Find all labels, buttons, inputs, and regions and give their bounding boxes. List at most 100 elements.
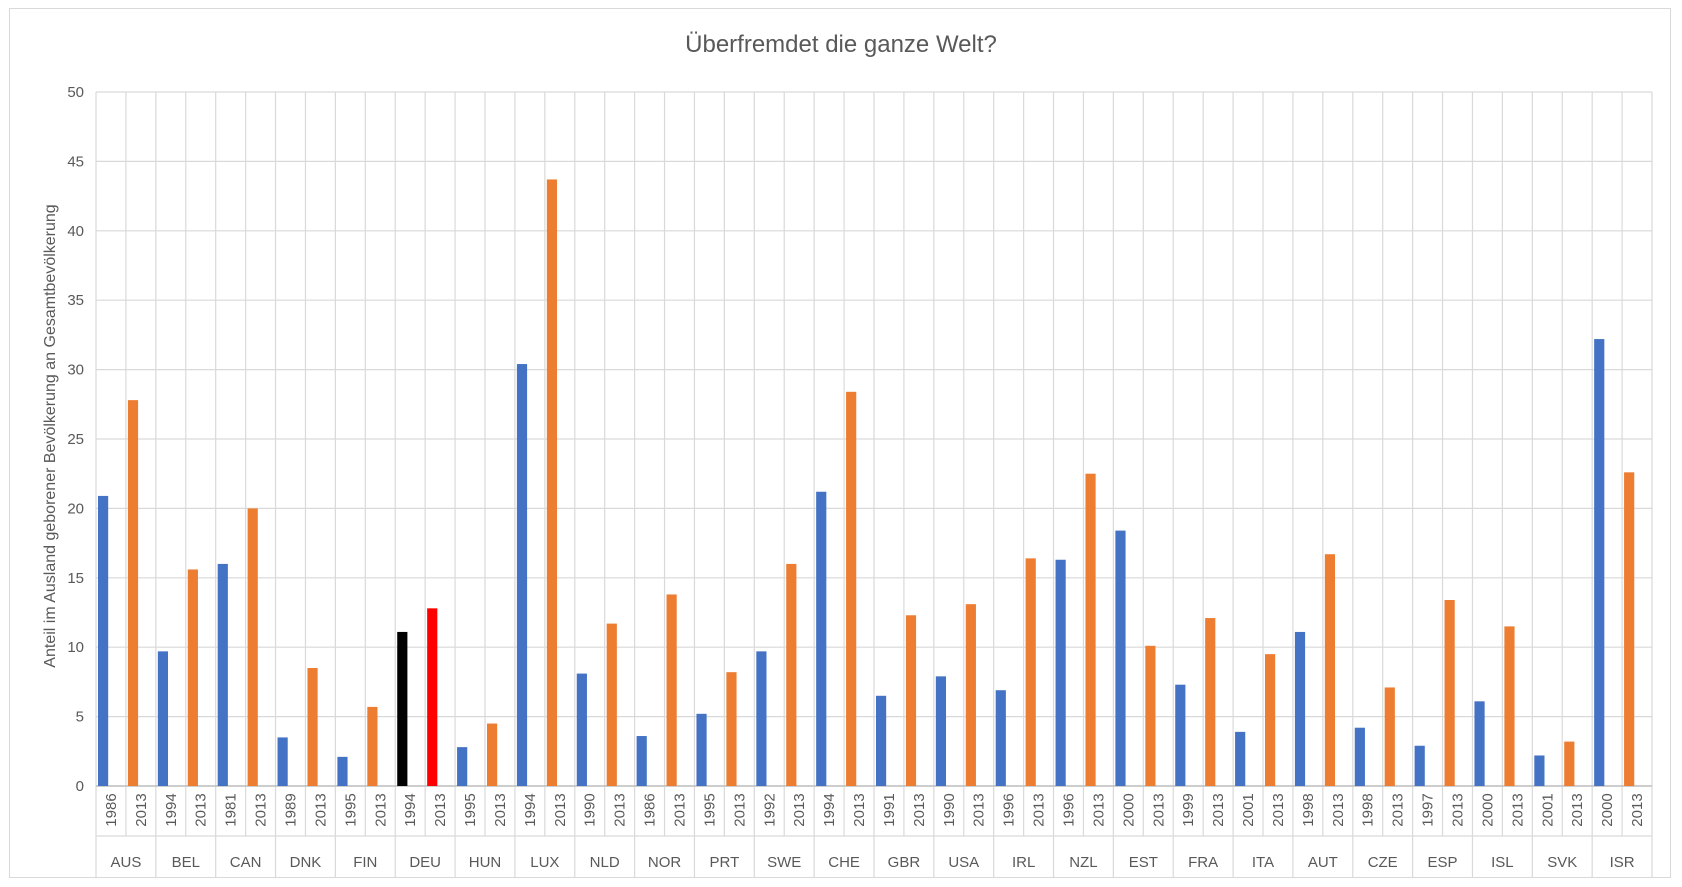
bar-che-2013	[846, 391, 857, 786]
bar-usa-1990	[935, 676, 947, 786]
bar-prt-1995	[696, 713, 707, 786]
x-year-label: 1989	[283, 793, 300, 826]
x-year-label: 2013	[193, 793, 210, 826]
bar-aut-1998	[1294, 631, 1306, 786]
x-year-label: 2013	[672, 793, 689, 826]
y-tick-label: 15	[67, 570, 84, 587]
axis-labels: 0 5 10 15 20 25 30 35 40 45 50 1986 2013 AUS 1994 2013 B…	[67, 84, 1646, 871]
x-year-label: 2013	[1509, 793, 1526, 826]
y-tick-label: 40	[67, 223, 84, 240]
bar-svk-2001	[1534, 755, 1545, 786]
bar-nld-2013	[606, 623, 617, 786]
x-country-label: ISR	[1610, 854, 1635, 871]
x-year-label: 1994	[402, 793, 419, 826]
y-tick-label: 50	[67, 84, 84, 101]
x-year-label: 1998	[1360, 793, 1377, 826]
y-tick-label: 30	[67, 362, 84, 379]
x-year-label: 2013	[731, 793, 748, 826]
x-year-label: 1995	[342, 793, 359, 826]
x-year-label: 2013	[791, 793, 808, 826]
bar-ita-2001	[1235, 731, 1246, 786]
bar-dnk-2013	[307, 668, 318, 786]
x-year-label: 1991	[881, 793, 898, 826]
bar-deu-2013	[427, 608, 438, 786]
bar-aus-2013	[127, 400, 139, 786]
x-country-label: NLD	[590, 854, 620, 871]
y-tick-label: 45	[67, 153, 84, 170]
y-tick-label: 25	[67, 431, 84, 448]
y-tick-label: 5	[76, 709, 84, 726]
bar-aut-2013	[1324, 554, 1336, 786]
x-year-label: 2013	[1210, 793, 1227, 826]
bar-esp-2013	[1444, 600, 1455, 786]
x-country-label: EST	[1129, 854, 1158, 871]
x-year-label: 1997	[1420, 793, 1437, 826]
bar-nzl-1996	[1055, 559, 1066, 786]
bar-gbr-2013	[905, 615, 917, 786]
x-year-label: 2001	[1539, 793, 1556, 826]
x-year-label: 2000	[1120, 793, 1137, 826]
x-country-label: NZL	[1069, 854, 1097, 871]
x-year-label: 1986	[103, 793, 120, 826]
bar-est-2000	[1115, 530, 1126, 786]
x-country-label: CHE	[828, 854, 860, 871]
y-tick-label: 20	[67, 500, 84, 517]
bar-fra-2013	[1205, 618, 1216, 786]
x-country-label: DNK	[290, 854, 322, 871]
x-country-label: USA	[948, 854, 979, 871]
bar-nor-2013	[666, 594, 677, 786]
y-tick-label: 35	[67, 292, 84, 309]
x-country-label: SVK	[1547, 854, 1577, 871]
chart-title: Überfremdet die ganze Welt?	[685, 31, 997, 58]
bar-fin-1995	[337, 756, 348, 786]
bar-bel-1994	[157, 651, 169, 786]
x-country-label: AUT	[1308, 854, 1338, 871]
x-year-label: 2013	[492, 793, 509, 826]
x-year-label: 1996	[1061, 793, 1078, 826]
x-year-label: 1994	[522, 793, 539, 826]
bar-usa-2013	[965, 604, 976, 786]
bar-aus-1986	[98, 495, 109, 786]
y-tick-label: 0	[76, 778, 84, 795]
x-country-label: IRL	[1012, 854, 1035, 871]
x-year-label: 2001	[1240, 793, 1257, 826]
x-year-label: 2013	[1450, 793, 1467, 826]
x-year-label: 2013	[552, 793, 569, 826]
x-country-label: ITA	[1252, 854, 1274, 871]
x-country-label: ESP	[1428, 854, 1458, 871]
x-year-label: 1996	[1001, 793, 1018, 826]
bar-nld-1990	[576, 673, 587, 786]
x-year-label: 1998	[1300, 793, 1317, 826]
bar-esp-1997	[1414, 745, 1425, 786]
x-country-label: ISL	[1491, 854, 1514, 871]
x-year-label: 2013	[911, 793, 928, 826]
x-year-label: 2013	[432, 793, 449, 826]
bar-ita-2013	[1265, 654, 1276, 786]
bar-isl-2013	[1504, 626, 1515, 786]
bar-isr-2000	[1594, 339, 1605, 786]
bar-cze-2013	[1384, 687, 1395, 786]
x-country-label: FRA	[1188, 854, 1218, 871]
bar-swe-2013	[786, 563, 797, 786]
x-country-label: AUS	[111, 854, 142, 871]
y-axis-label: Anteil im Ausland geborener Bevölkerung …	[42, 204, 59, 667]
x-year-label: 2013	[851, 793, 868, 826]
x-year-label: 1990	[582, 793, 599, 826]
x-year-label: 2013	[1569, 793, 1586, 826]
x-year-label: 2013	[372, 793, 389, 826]
x-year-label: 1992	[761, 793, 778, 826]
bar-gbr-1991	[876, 695, 887, 786]
x-year-label: 2013	[1150, 793, 1167, 826]
y-tick-label: 10	[67, 639, 84, 656]
x-year-label: 2013	[1031, 793, 1048, 826]
x-year-label: 2013	[1330, 793, 1347, 826]
bar-swe-1992	[756, 651, 767, 786]
bar-lux-1994	[516, 364, 528, 786]
x-year-label: 2013	[1090, 793, 1107, 826]
bar-hun-1995	[457, 747, 468, 786]
bar-dnk-1989	[277, 737, 288, 786]
bar-isl-2000	[1474, 701, 1485, 786]
x-country-label: CZE	[1368, 854, 1398, 871]
x-year-label: 1981	[223, 793, 240, 826]
bar-irl-1996	[995, 690, 1006, 786]
